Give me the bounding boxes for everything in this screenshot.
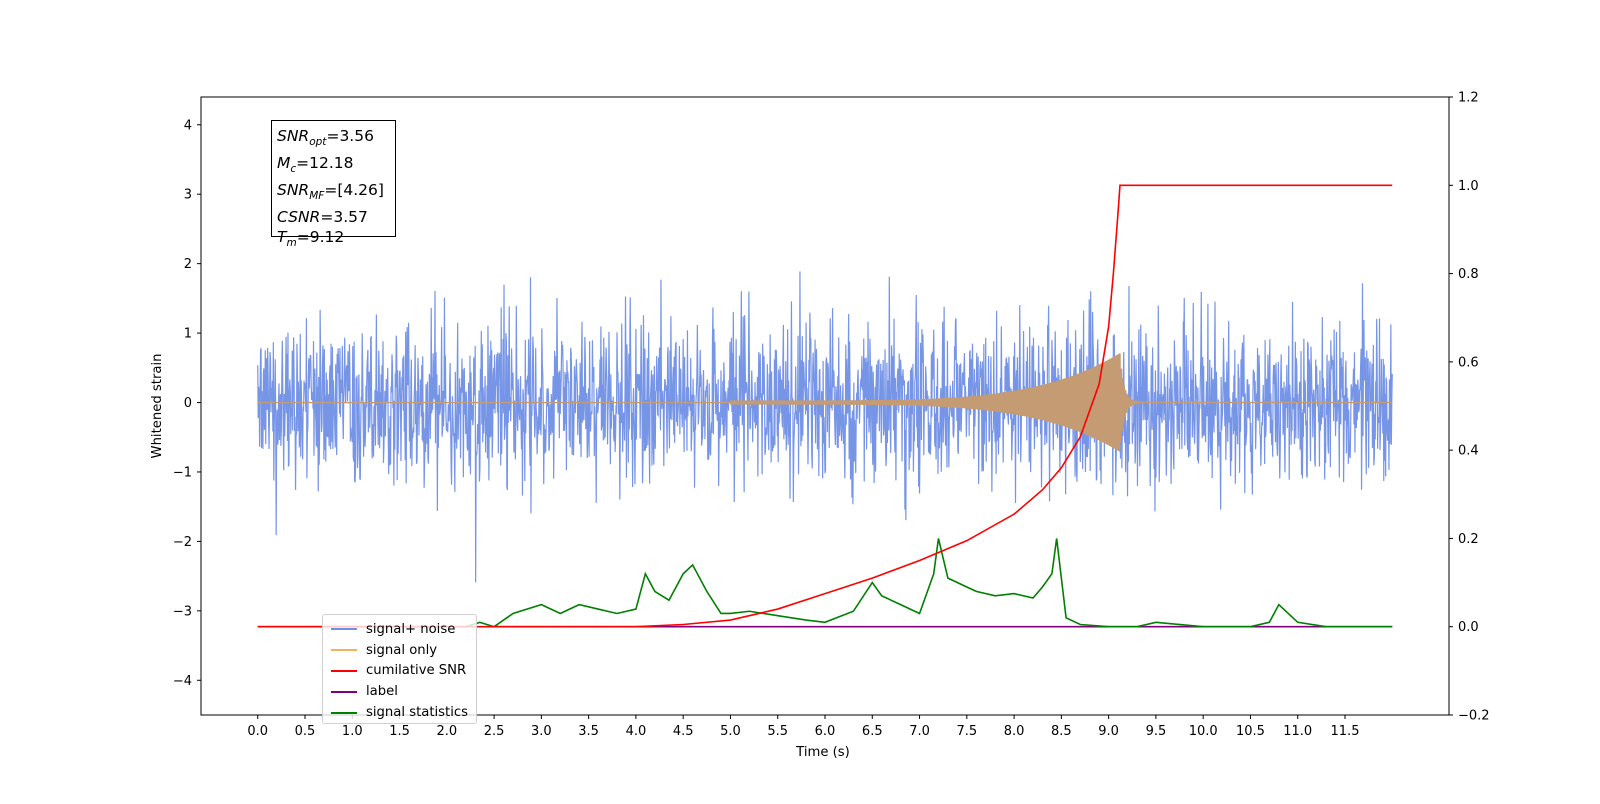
y-axis-label: Whitened strain bbox=[150, 354, 165, 459]
x-tick-label: 10.5 bbox=[1236, 724, 1265, 739]
x-tick-label: 11.5 bbox=[1331, 724, 1360, 739]
x-tick-label: 4.5 bbox=[673, 724, 694, 739]
stat-tm: Tm=9.12 bbox=[277, 228, 345, 250]
stat-snr-mf: SNRMF=[4.26] bbox=[277, 180, 384, 202]
legend-item: cumilative SNR bbox=[329, 661, 470, 682]
x-tick-label: 2.5 bbox=[484, 724, 505, 739]
x-tick-label: 6.0 bbox=[815, 724, 836, 739]
x-tick-label: 6.5 bbox=[862, 724, 883, 739]
legend-label: signal+ noise bbox=[366, 621, 456, 637]
x-tick-label: 11.0 bbox=[1283, 724, 1312, 739]
y2-tick-label: −0.2 bbox=[1458, 709, 1490, 724]
y-tick-label: 3 bbox=[184, 188, 192, 203]
series-signal-noise-line bbox=[257, 271, 1393, 583]
legend-swatch bbox=[331, 690, 357, 693]
x-tick-label: 1.0 bbox=[342, 724, 363, 739]
x-tick-label: 5.0 bbox=[720, 724, 741, 739]
x-tick-label: 4.0 bbox=[626, 724, 647, 739]
legend-label: signal statistics bbox=[366, 705, 468, 721]
legend-label: cumilative SNR bbox=[366, 663, 467, 679]
legend-swatch bbox=[331, 649, 357, 652]
y2-tick-label: 0.4 bbox=[1458, 444, 1479, 459]
stat-mc: Mc=12.18 bbox=[277, 153, 354, 175]
x-tick-label: 8.0 bbox=[1004, 724, 1025, 739]
stat-csnr: CSNR=3.57 bbox=[277, 207, 368, 226]
x-tick-label: 3.5 bbox=[578, 724, 599, 739]
y2-tick-label: 1.2 bbox=[1458, 91, 1479, 106]
x-tick-label: 3.0 bbox=[531, 724, 552, 739]
stats-annotation-box: SNRopt=3.56 Mc=12.18 SNRMF=[4.26] CSNR=3… bbox=[271, 120, 396, 250]
series-cumulative-snr-line bbox=[257, 184, 1393, 628]
legend-swatch bbox=[331, 669, 357, 672]
legend-label: label bbox=[366, 684, 398, 700]
legend-item: signal statistics bbox=[329, 702, 470, 723]
y-tick-label: 0 bbox=[184, 396, 192, 411]
series-signal-only-line bbox=[257, 353, 1393, 452]
y-tick-label: −1 bbox=[173, 465, 192, 480]
x-tick-label: 9.5 bbox=[1146, 724, 1167, 739]
y2-tick-label: 0.0 bbox=[1458, 620, 1479, 635]
x-tick-label: 7.5 bbox=[956, 724, 977, 739]
legend-label: signal only bbox=[366, 642, 438, 658]
x-tick-label: 5.5 bbox=[767, 724, 788, 739]
y-tick-label: 2 bbox=[184, 257, 192, 272]
x-tick-label: 8.5 bbox=[1051, 724, 1072, 739]
x-tick-label: 7.0 bbox=[909, 724, 930, 739]
y-tick-label: 1 bbox=[184, 327, 192, 342]
y2-tick-label: 1.0 bbox=[1458, 179, 1479, 194]
series-signal-statistics-line bbox=[257, 538, 1393, 628]
legend-swatch bbox=[331, 628, 357, 631]
y-tick-label: −4 bbox=[173, 674, 192, 689]
x-tick-label: 0.5 bbox=[295, 724, 316, 739]
x-tick-label: 1.5 bbox=[389, 724, 410, 739]
y-tick-label: 4 bbox=[184, 118, 192, 133]
x-tick-label: 0.0 bbox=[247, 724, 268, 739]
x-tick-label: 2.0 bbox=[436, 724, 457, 739]
stat-snr-opt: SNRopt=3.56 bbox=[277, 127, 374, 149]
y2-tick-label: 0.2 bbox=[1458, 532, 1479, 547]
y2-tick-label: 0.8 bbox=[1458, 267, 1479, 282]
x-axis-label: Time (s) bbox=[795, 745, 850, 760]
chart-legend: signal+ noise signal only cumilative SNR la… bbox=[322, 614, 477, 724]
y2-tick-label: 0.6 bbox=[1458, 355, 1479, 370]
x-tick-label: 10.0 bbox=[1189, 724, 1218, 739]
y-tick-label: −2 bbox=[173, 535, 192, 550]
legend-swatch bbox=[331, 711, 357, 714]
legend-item: signal only bbox=[329, 640, 470, 661]
y-tick-label: −3 bbox=[173, 604, 192, 619]
legend-item: label bbox=[329, 681, 470, 702]
legend-item: signal+ noise bbox=[329, 619, 470, 640]
x-tick-label: 9.0 bbox=[1098, 724, 1119, 739]
